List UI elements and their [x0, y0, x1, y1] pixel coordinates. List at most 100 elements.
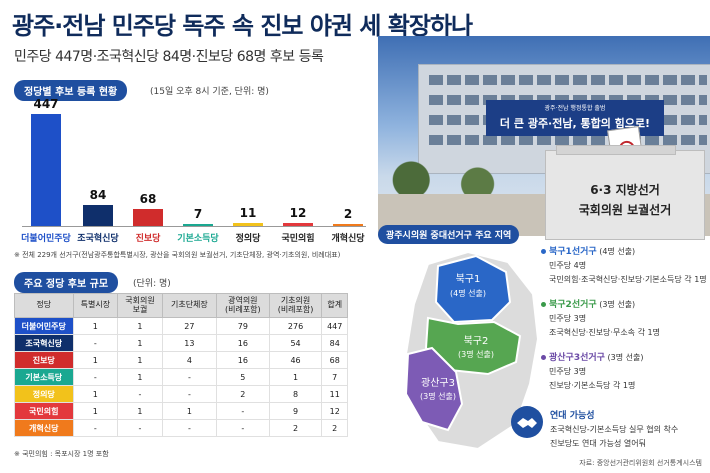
count-cell: 16: [215, 351, 270, 369]
count-cell: -: [161, 368, 217, 386]
table-row: 더불어민주당 1 1 27 79 276 447: [14, 317, 348, 335]
count-cell: 1: [117, 317, 163, 335]
count-cell: 1: [72, 385, 119, 403]
party-cell: 조국혁신당: [14, 334, 74, 352]
count-cell: 12: [321, 402, 348, 420]
district-gwangsan3: 광산구3선거구 (3명 선출) 민주당 3명 진보당·기본소득당 각 1명: [541, 350, 643, 391]
map-seats-gwangsan3: (3명 선출): [420, 391, 456, 401]
party-cell: 국민의힘: [14, 402, 74, 420]
count-cell: 4: [161, 351, 217, 369]
chart-baseline: [22, 226, 366, 227]
bar-1: [83, 205, 113, 226]
bar-category-label: 조국혁신당: [77, 234, 119, 244]
district-dot: [541, 355, 546, 360]
district-buk1: 북구1선거구 (4명 선출) 민주당 4명 국민의힘·조국혁신당·진보당·기본소…: [541, 244, 707, 285]
party-cell: 진보당: [14, 351, 74, 369]
count-cell: -: [72, 368, 119, 386]
candidate-table: 정당 특별시장 국회의원 보궐 기초단체장 광역의원 (비례포함) 기초의원 (비례포함)…: [14, 293, 348, 437]
bar-value-label: 7: [193, 207, 203, 221]
banner-small-text: 광주·전남 행정통합 출범: [544, 105, 606, 112]
section-note-registration: (15일 오후 8시 기준, 단위: 명): [150, 87, 269, 97]
map-label-buk1: 북구1: [456, 273, 481, 285]
map-region-gwangsan3: [404, 346, 464, 432]
alliance-line2: 진보당도 연대 가능성 열어둬: [550, 439, 646, 448]
party-cell: 개혁신당: [14, 419, 74, 437]
bar-3: [183, 224, 213, 226]
section-title-candidates: 주요 정당 후보 규모: [14, 272, 119, 293]
table-header-cell: 기초단체장: [161, 293, 217, 318]
count-cell: -: [215, 419, 270, 437]
count-cell: 2: [215, 385, 270, 403]
bar-category-label: 기본소득당: [177, 234, 219, 244]
map-seats-buk2: (3명 선출): [458, 349, 494, 359]
count-cell: 13: [161, 334, 217, 352]
table-header-cell: 합계: [321, 293, 348, 318]
count-cell: 1: [268, 368, 323, 386]
district-buk2: 북구2선거구 (3명 선출) 민주당 3명 조국혁신당·진보당·무소속 각 1명: [541, 297, 660, 338]
district-dot: [541, 249, 546, 254]
handshake-icon: [511, 406, 543, 438]
count-cell: 9: [268, 402, 323, 420]
map-title: 광주시의원 중대선거구 주요 지역: [378, 225, 520, 244]
bar-category-label: 국민의힘: [281, 234, 315, 244]
table-row: 기본소득당 -1-5 1 7: [14, 368, 348, 386]
party-cell: 정의당: [14, 385, 74, 403]
gwangju-district-map: 북구1 (4명 선출) 북구2 (3명 선출) 광산구3 (3명 선출): [404, 250, 540, 451]
count-cell: 1: [72, 317, 119, 335]
table-row: 개혁신당 - - - -2 2: [14, 419, 348, 437]
count-cell: -: [215, 402, 270, 420]
section-note-candidates: (단위: 명): [133, 279, 171, 289]
table-row: 진보당 1 1 4 16 46 68: [14, 351, 348, 369]
table-footnote: ※ 국민의힘 : 목포시장 1명 포함: [14, 450, 109, 458]
chart-footnote: ※ 전체 229개 선거구(전남광주통합특별시장, 광산을 국회의원 보궐선거,…: [14, 251, 341, 259]
count-cell: 1: [117, 334, 163, 352]
count-cell: 16: [215, 334, 270, 352]
bar-5: [283, 223, 313, 226]
bar-value-label: 84: [89, 188, 107, 202]
ballot-box-line1: 6·3 지방선거: [590, 183, 660, 197]
bar-0: [31, 114, 61, 226]
count-cell: 1: [117, 368, 163, 386]
count-cell: 68: [321, 351, 348, 369]
bar-category-label: 개혁신당: [331, 234, 365, 244]
count-cell: 11: [321, 385, 348, 403]
count-cell: 1: [72, 351, 119, 369]
alliance-title: 연대 가능성: [550, 411, 595, 421]
party-cell: 더불어민주당: [14, 317, 74, 335]
table-row: 조국혁신당 -1 13 16 54 84: [14, 334, 348, 352]
alliance-info: 연대 가능성 조국혁신당-기본소득당 실무 협의 착수 진보당도 연대 가능성 …: [550, 408, 678, 449]
count-cell: -: [117, 419, 163, 437]
table-row: 정의당 1- -2 8 11: [14, 385, 348, 403]
table-header-cell: 국회의원 보궐: [117, 293, 163, 318]
count-cell: 27: [161, 317, 217, 335]
banner-main-text: 더 큰 광주·전남, 통합의 힘으로!: [499, 117, 651, 130]
subheadline: 민주당 447명·조국혁신당 84명·진보당 68명 후보 등록: [14, 49, 324, 65]
count-cell: -: [72, 334, 119, 352]
count-cell: 447: [321, 317, 348, 335]
table-header-cell: 기초의원 (비례포함): [268, 293, 323, 318]
map-label-gwangsan3: 광산구3: [421, 377, 455, 389]
count-cell: 1: [117, 402, 163, 420]
map-seats-buk1: (4명 선출): [450, 288, 486, 298]
count-cell: 276: [268, 317, 323, 335]
bar-6: [333, 224, 363, 226]
bar-2: [133, 209, 163, 226]
count-cell: -: [161, 385, 217, 403]
ballot-box: 6·3 지방선거 국회의원 보궐선거: [545, 145, 705, 240]
source-credit: 자료: 중앙선거관리위원회 선거통계시스템: [579, 459, 702, 467]
bar-value-label: 68: [139, 192, 157, 206]
map-region-buk1: [434, 254, 512, 324]
table-header-cell: 광역의원 (비례포함): [215, 293, 270, 318]
bar-value-label: 11: [239, 206, 257, 220]
count-cell: 79: [215, 317, 270, 335]
bar-4: [233, 223, 263, 226]
district-dot: [541, 302, 546, 307]
bar-category-label: 더불어민주당: [21, 234, 71, 244]
count-cell: 5: [215, 368, 270, 386]
count-cell: -: [161, 419, 217, 437]
count-cell: -: [117, 385, 163, 403]
bar-value-label: 447: [33, 97, 59, 111]
count-cell: 1: [72, 402, 119, 420]
count-cell: 2: [321, 419, 348, 437]
count-cell: 1: [117, 351, 163, 369]
